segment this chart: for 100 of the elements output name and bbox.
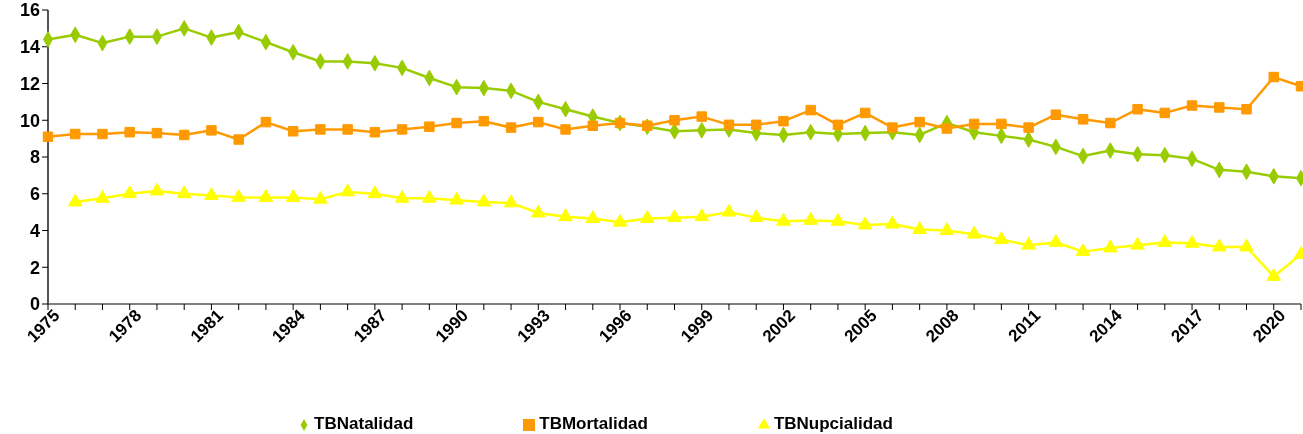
point xyxy=(968,118,980,130)
point xyxy=(151,127,163,139)
point xyxy=(258,189,274,202)
point xyxy=(1077,114,1089,125)
point xyxy=(885,215,900,229)
point xyxy=(859,107,871,119)
point xyxy=(313,190,328,204)
point xyxy=(1048,234,1064,247)
point xyxy=(939,222,955,235)
point xyxy=(315,124,326,135)
point xyxy=(587,120,599,132)
point xyxy=(667,209,682,223)
point xyxy=(149,182,165,196)
point xyxy=(1211,238,1227,252)
point xyxy=(424,121,435,132)
point xyxy=(531,204,546,218)
y-tick-label: 8 xyxy=(29,147,40,168)
point xyxy=(805,104,816,116)
point xyxy=(1266,268,1282,281)
point xyxy=(778,115,789,127)
point xyxy=(723,119,735,131)
point xyxy=(70,128,81,140)
point xyxy=(67,193,83,207)
point xyxy=(394,190,410,203)
point xyxy=(122,185,138,199)
point xyxy=(342,124,353,135)
point xyxy=(97,128,108,140)
legend-label: TBNupcialidad xyxy=(773,414,893,433)
y-tick-label: 10 xyxy=(19,110,40,131)
point xyxy=(233,134,244,145)
point xyxy=(396,124,408,135)
y-tick-label: 14 xyxy=(19,37,40,58)
point xyxy=(478,115,490,127)
point xyxy=(832,119,844,131)
point xyxy=(1157,234,1173,247)
point xyxy=(996,118,1007,130)
point xyxy=(639,210,655,223)
point xyxy=(206,125,217,136)
y-tick-label: 16 xyxy=(19,0,40,21)
point xyxy=(1050,109,1062,120)
point xyxy=(1184,235,1200,248)
point xyxy=(533,116,544,128)
point xyxy=(231,189,246,202)
point xyxy=(1130,236,1145,250)
point xyxy=(124,126,135,138)
point xyxy=(696,111,707,122)
y-tick-label: 2 xyxy=(29,257,40,278)
point xyxy=(912,221,927,235)
point xyxy=(42,131,54,143)
y-tick-label: 4 xyxy=(29,220,40,241)
legend-label: TBNatalidad xyxy=(314,414,414,433)
point xyxy=(612,213,628,227)
point xyxy=(830,212,846,226)
point xyxy=(748,209,764,223)
point xyxy=(1105,117,1116,129)
point xyxy=(260,116,272,128)
point xyxy=(1186,100,1198,111)
point xyxy=(721,203,737,217)
point xyxy=(476,193,492,207)
y-tick-label: 12 xyxy=(19,73,40,94)
point xyxy=(503,194,519,208)
point xyxy=(505,122,517,133)
y-tick-label: 0 xyxy=(29,294,40,315)
point xyxy=(1239,238,1254,252)
point xyxy=(285,189,301,202)
point xyxy=(204,187,219,201)
point xyxy=(1023,122,1034,133)
point xyxy=(1268,71,1279,83)
point xyxy=(369,126,381,138)
point xyxy=(941,123,953,134)
y-tick-label: 6 xyxy=(29,184,40,205)
point xyxy=(1241,103,1252,115)
point xyxy=(966,225,982,239)
point xyxy=(750,119,762,131)
point xyxy=(694,208,710,222)
point xyxy=(1075,243,1091,257)
legend-label: TBMortalidad xyxy=(539,414,648,433)
point xyxy=(803,212,818,225)
point xyxy=(560,124,571,135)
point xyxy=(367,185,383,199)
point xyxy=(95,190,110,203)
point xyxy=(1214,102,1225,113)
point xyxy=(776,212,791,226)
point xyxy=(1132,103,1143,115)
point xyxy=(449,191,464,205)
point xyxy=(558,208,573,222)
point xyxy=(857,216,873,230)
point xyxy=(287,126,299,137)
point xyxy=(887,122,898,133)
point xyxy=(451,117,462,129)
point xyxy=(914,116,925,128)
point xyxy=(176,185,192,199)
point xyxy=(585,210,601,223)
point xyxy=(422,190,437,203)
point xyxy=(178,129,190,141)
point xyxy=(1159,107,1171,119)
point xyxy=(1021,236,1036,250)
point xyxy=(669,115,680,126)
point xyxy=(1103,239,1118,253)
point xyxy=(340,183,355,197)
